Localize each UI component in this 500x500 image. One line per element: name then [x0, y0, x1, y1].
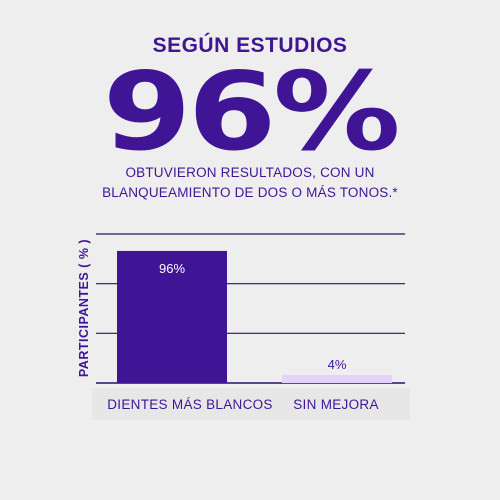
category-label-backdrop [92, 388, 410, 420]
bar-2 [282, 375, 392, 383]
headline-percentage: 96% [102, 50, 401, 175]
bar-1 [117, 250, 227, 383]
kicker-title: SEGÚN ESTUDIOS [152, 34, 348, 57]
subheadline-line-2: BLANQUEAMIENTO DE DOS O MÁS TONOS.* [102, 185, 398, 200]
category-label-1: DIENTES MÁS BLANCOS [107, 397, 273, 412]
category-label-2: SIN MEJORA [293, 397, 379, 412]
data-label-2: 4% [328, 357, 347, 372]
data-label-1: 96% [159, 261, 185, 276]
subheadline: OBTUVIERON RESULTADOS, CON UN BLANQUEAMI… [0, 163, 500, 203]
subheadline-line-1: OBTUVIERON RESULTADOS, CON UN [125, 165, 375, 180]
y-axis-label: PARTICIPANTES ( % ) [77, 239, 91, 377]
